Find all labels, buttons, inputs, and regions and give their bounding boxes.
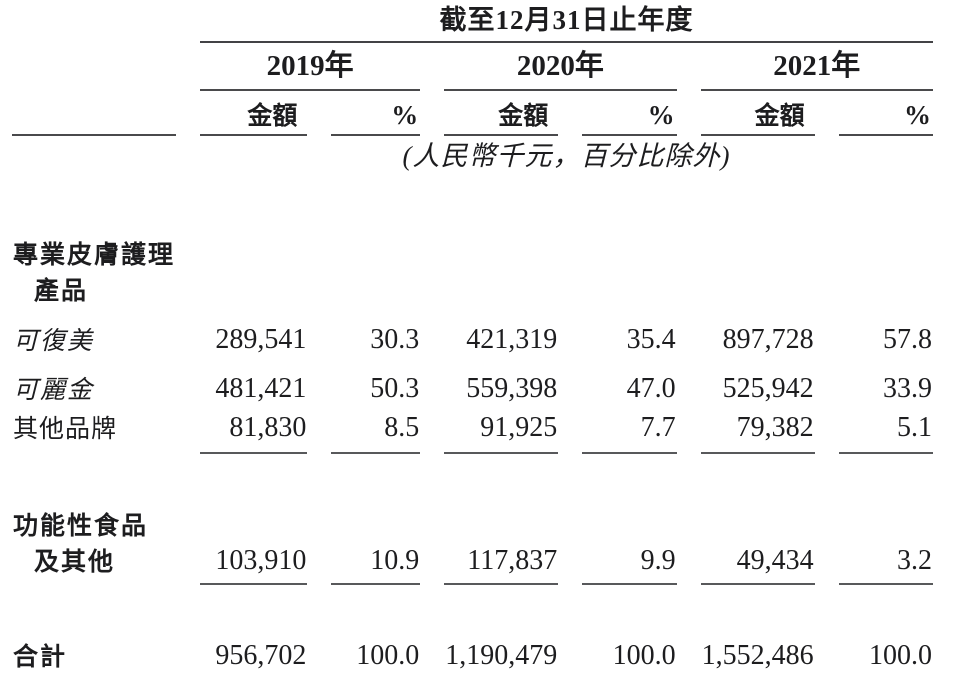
category-label-functional-food: 功能性食品 <box>13 511 149 540</box>
other-brands-2019-amount: 81,830 <box>200 407 308 454</box>
kefumei-2019-percent: 30.3 <box>370 324 420 356</box>
spacer-cell <box>12 136 176 173</box>
total-2019-percent-value: 100.0 <box>332 640 420 679</box>
table-title-row: 截至12月31日止年度 <box>12 0 933 43</box>
year-2019-header: 2019年 <box>200 43 421 91</box>
row-kefumei: 可復美 289,541 30.3 421,319 35.4 897,728 57… <box>12 309 933 358</box>
other-brands-2020-amount: 91,925 <box>444 407 559 454</box>
kefumei-2021-percent: 57.8 <box>883 324 932 356</box>
total-2020-percent: 100.0 <box>582 637 676 679</box>
other-brands-2021-percent: 5.1 <box>838 407 933 454</box>
percent-header-2021: % <box>838 91 933 137</box>
and-others-2020-amount: 117,837 <box>444 544 559 585</box>
total-2020-percent-value: 100.0 <box>583 640 676 679</box>
total-2020-amount: 1,190,479 <box>444 637 558 679</box>
brand-label-kefumei: 可復美 <box>13 328 95 356</box>
kelijin-2020-percent: 47.0 <box>626 373 676 405</box>
total-2019-amount: 956,702 <box>200 637 307 679</box>
row-other-brands: 其他品牌 81,830 8.5 91,925 7.7 79,382 5.1 <box>12 407 933 454</box>
row-category-skincare: 專業皮膚護理 <box>12 237 933 273</box>
row-and-others: 及其他 103,910 10.9 117,837 9.9 49,434 3.2 <box>12 544 933 585</box>
kelijin-2019-percent: 50.3 <box>370 373 420 405</box>
total-2021-percent: 100.0 <box>839 637 933 679</box>
and-others-2021-percent: 3.2 <box>838 544 933 585</box>
spacer-cell <box>12 91 177 137</box>
amount-header-2021: 金額 <box>700 91 815 137</box>
total-2021-amount: 1,552,486 <box>701 637 815 679</box>
and-others-2019-percent: 10.9 <box>331 544 421 585</box>
amount-header-2020: 金額 <box>444 91 559 137</box>
and-others-2019-amount: 103,910 <box>200 544 308 585</box>
spacer-cell <box>12 0 176 43</box>
column-header-row: 金額 % 金額 % 金額 % <box>12 91 933 137</box>
row-category-functional-food: 功能性食品 <box>12 508 933 544</box>
category-label-continued: 產品 <box>34 276 89 305</box>
unit-note-row: (人民幣千元，百分比除外) <box>12 136 933 173</box>
total-2021-amount-value: 1,552,486 <box>701 640 814 679</box>
empty-cells <box>200 508 933 544</box>
total-label: 合計 <box>13 643 68 672</box>
and-others-2021-amount: 49,434 <box>700 544 815 585</box>
table-title: 截至12月31日止年度 <box>200 0 933 43</box>
percent-header-2020: % <box>582 91 677 137</box>
label-other-brands: 其他品牌 <box>13 416 118 444</box>
kefumei-2021-amount: 897,728 <box>722 324 814 356</box>
kelijin-2021-amount: 525,942 <box>722 373 814 405</box>
total-2019-percent: 100.0 <box>331 637 420 679</box>
empty-cells <box>200 273 933 309</box>
kelijin-2021-percent: 33.9 <box>883 373 932 405</box>
kelijin-2020-amount: 559,398 <box>466 373 558 405</box>
spacer-cell <box>12 43 176 91</box>
year-2020-header: 2020年 <box>444 43 677 91</box>
category-label: 專業皮膚護理 <box>13 240 176 269</box>
row-total: 合計 956,702 100.0 1,190,479 100.0 1,552,4… <box>12 637 933 679</box>
year-header-row: 2019年 2020年 2021年 <box>12 43 933 91</box>
other-brands-2021-amount: 79,382 <box>700 407 815 454</box>
row-kelijin: 可麗金 481,421 50.3 559,398 47.0 525,942 33… <box>12 358 933 407</box>
kelijin-2019-amount: 481,421 <box>215 373 307 405</box>
total-2019-amount-value: 956,702 <box>201 640 307 679</box>
amount-header-2019: 金額 <box>200 91 308 137</box>
kefumei-2020-percent: 35.4 <box>626 324 676 356</box>
other-brands-2019-percent: 8.5 <box>331 407 421 454</box>
kefumei-2019-amount: 289,541 <box>215 324 307 356</box>
empty-cells <box>200 237 933 273</box>
label-and-others: 及其他 <box>34 548 116 577</box>
other-brands-2020-percent: 7.7 <box>582 407 677 454</box>
spacer-row <box>12 173 933 237</box>
year-2021-header: 2021年 <box>700 43 933 91</box>
total-2021-percent-value: 100.0 <box>839 640 932 679</box>
brand-label-kelijin: 可麗金 <box>13 377 95 405</box>
total-2020-amount-value: 1,190,479 <box>445 640 558 679</box>
and-others-2020-percent: 9.9 <box>582 544 677 585</box>
percent-header-2019: % <box>331 91 421 137</box>
unit-note: (人民幣千元，百分比除外) <box>402 141 731 172</box>
row-category-skincare-products: 產品 <box>12 273 933 309</box>
kefumei-2020-amount: 421,319 <box>466 324 558 356</box>
spacer-row <box>12 454 933 508</box>
spacer-row <box>12 585 933 637</box>
